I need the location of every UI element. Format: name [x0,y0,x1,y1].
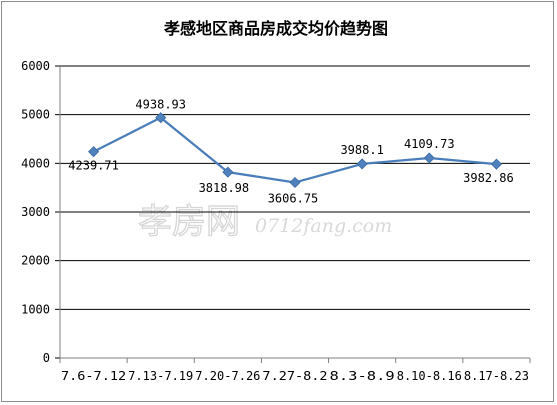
y-tick-label-2000: 2000 [21,254,50,268]
axes [55,65,531,363]
chart-title: 孝感地区商品房成交均价趋势图 [163,19,388,38]
y-tick-label-3000: 3000 [21,205,50,219]
x-tick-label-3: 7.27-8.2 [262,369,327,383]
gridlines [60,65,530,310]
y-tick-label-4000: 4000 [21,156,50,170]
x-tick-label-2: 7.20-7.26 [195,369,260,383]
data-point-4 [356,158,368,170]
x-tick-label-1: 7.13-7.19 [128,369,193,383]
data-point-5 [423,152,435,164]
data-point-0 [88,146,100,158]
y-tick-label-6000: 6000 [21,59,50,73]
y-tick-labels: 0 1000 2000 3000 4000 5000 6000 [21,59,50,365]
x-tick-label-6: 8.17-8.23 [464,369,529,383]
x-tick-labels: 7.6-7.12 7.13-7.19 7.20-7.26 7.27-8.2 8.3-8.… [61,369,529,383]
data-point-3 [289,176,301,189]
y-tick-label-0: 0 [43,351,50,365]
data-label-6: 3982.86 [463,171,514,185]
y-tick-label-5000: 5000 [21,108,50,122]
data-labels: 4239.71 4938.93 3818.98 3606.75 3988.1 4109.7… [68,98,513,206]
data-label-3: 3606.75 [268,191,319,205]
x-tick-label-5: 8.10-8.16 [397,369,462,383]
data-point-6 [490,158,502,170]
y-tick-label-1000: 1000 [21,302,50,316]
data-label-4: 3988.1 [340,143,383,157]
data-point-1 [155,112,167,124]
watermark-site: 0712fang.com [255,215,392,237]
data-label-0: 4239.71 [68,159,119,173]
data-label-5: 4109.73 [404,137,455,151]
series-average-price [88,112,502,189]
watermark-brand: 孝房网 [138,202,240,242]
data-label-2: 3818.98 [199,181,250,195]
watermark: 孝房网 0712fang.com [137,201,392,242]
x-tick-label-0: 7.6-7.12 [61,369,126,383]
data-point-2 [222,166,234,178]
x-tick-label-4: 8.3-8.9 [330,369,395,383]
data-label-1: 4938.93 [135,98,186,112]
